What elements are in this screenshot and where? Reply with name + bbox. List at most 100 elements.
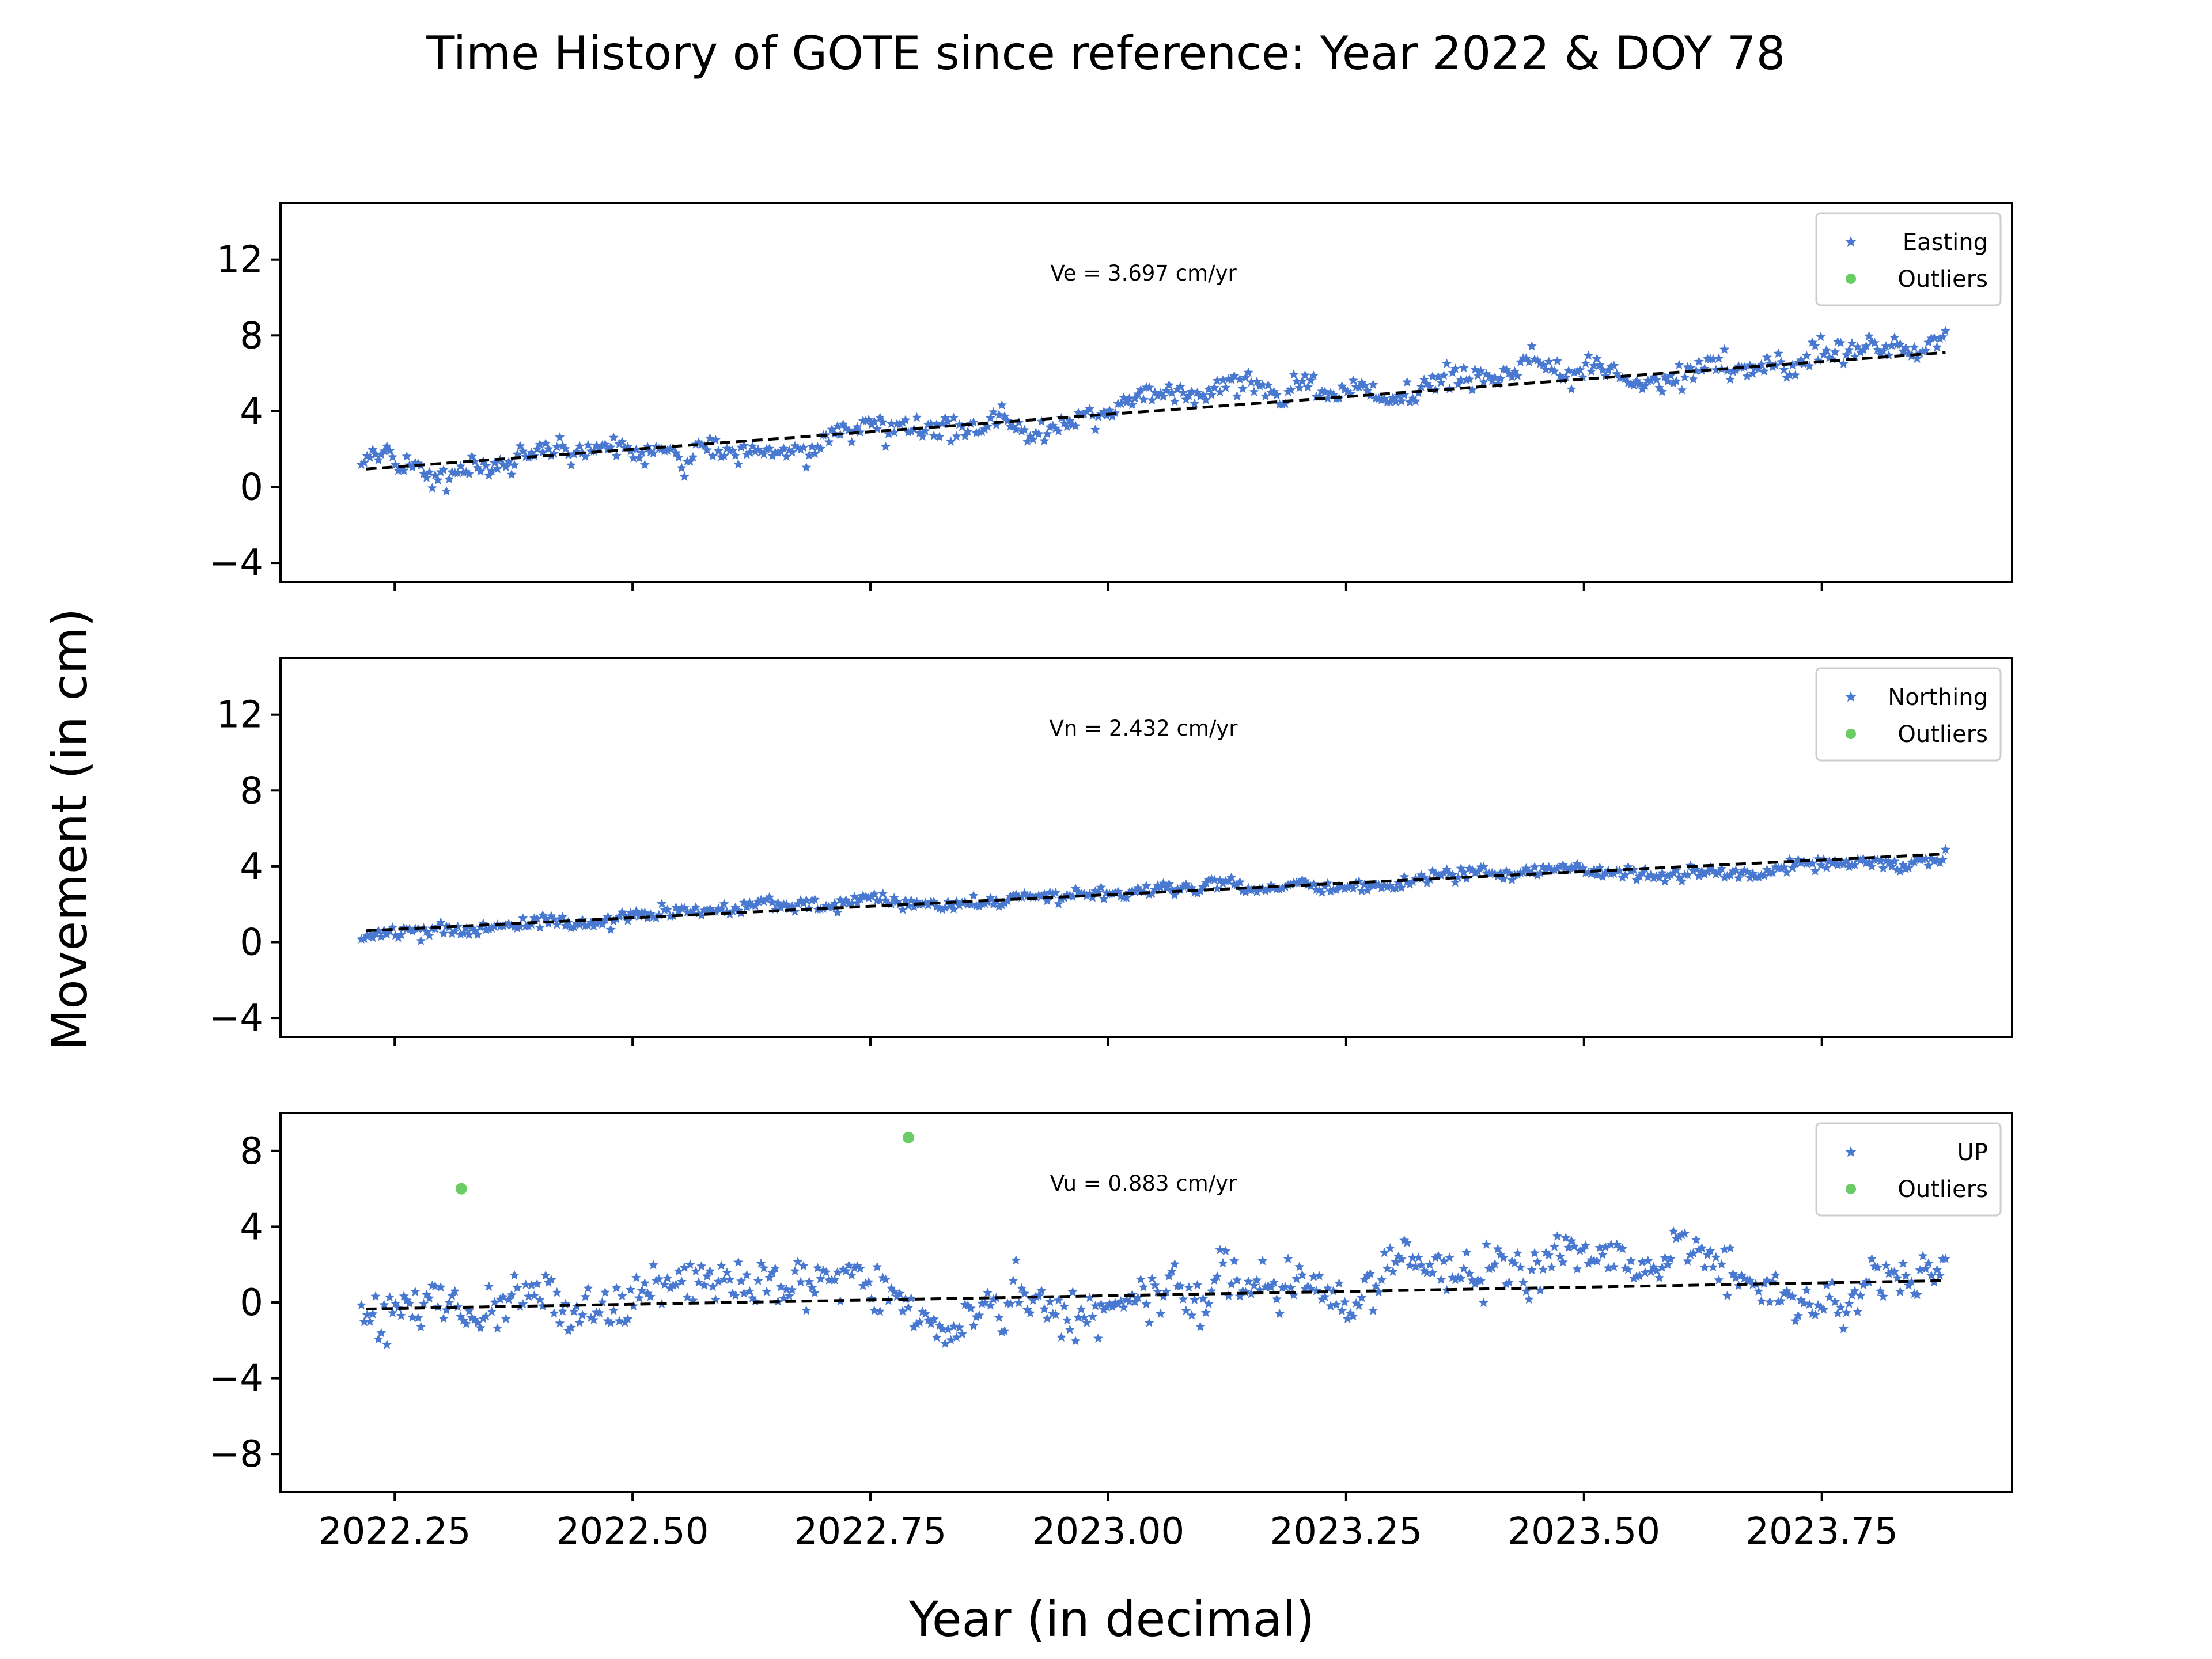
data-point	[1722, 870, 1733, 881]
data-point	[1348, 375, 1358, 385]
data-point	[1396, 396, 1407, 406]
data-point	[707, 450, 718, 461]
data-point	[983, 1287, 993, 1297]
data-point	[1912, 1289, 1922, 1300]
data-point	[574, 441, 585, 451]
velocity-annotation: Vn = 2.432 cm/yr	[1050, 716, 1238, 741]
data-point	[484, 1281, 494, 1291]
data-point	[798, 442, 809, 452]
data-point	[365, 452, 375, 462]
data-point	[1342, 882, 1353, 892]
data-point	[1260, 391, 1271, 401]
data-point	[1209, 382, 1219, 392]
data-point	[1555, 861, 1565, 872]
data-point	[775, 446, 786, 456]
data-point	[1830, 1297, 1840, 1306]
data-point	[1547, 1262, 1557, 1272]
data-point	[1073, 1312, 1084, 1322]
data-point	[1226, 374, 1237, 384]
data-point	[917, 431, 927, 441]
data-point	[566, 1322, 576, 1332]
data-point	[1014, 1298, 1024, 1308]
data-point	[537, 447, 548, 457]
x-tick-label: 2023.75	[1745, 1510, 1898, 1553]
data-point	[1405, 1260, 1415, 1270]
data-point	[1861, 341, 1872, 351]
data-point	[435, 467, 446, 476]
data-point	[569, 1306, 579, 1316]
data-point	[1317, 887, 1327, 897]
data-point	[1810, 866, 1820, 876]
data-point	[730, 1290, 741, 1300]
data-point	[1391, 883, 1401, 893]
data-point	[1181, 1305, 1191, 1315]
data-point	[1628, 865, 1639, 874]
data-point	[906, 426, 916, 436]
data-point	[926, 418, 936, 428]
data-point	[605, 1317, 616, 1328]
legend-marker-series	[1845, 1146, 1857, 1157]
data-point	[1921, 345, 1931, 355]
data-point	[710, 434, 721, 445]
data-point	[600, 1287, 610, 1297]
data-point	[1090, 425, 1101, 434]
data-point	[1376, 1275, 1387, 1285]
data-point	[1584, 350, 1594, 360]
data-point	[1051, 887, 1061, 897]
data-point	[957, 897, 967, 907]
data-point	[997, 1327, 1007, 1336]
data-point	[1280, 399, 1290, 408]
data-point	[628, 453, 639, 463]
data-point	[986, 412, 996, 423]
data-point	[393, 932, 403, 942]
data-point	[1626, 1256, 1636, 1266]
data-point	[407, 1312, 418, 1322]
data-point	[1855, 1290, 1866, 1300]
data-point	[1688, 1248, 1699, 1258]
data-point	[1124, 393, 1135, 403]
data-point	[852, 897, 862, 907]
data-point	[949, 904, 959, 914]
data-point	[1320, 387, 1330, 396]
data-point	[1756, 1296, 1767, 1306]
data-point	[1277, 883, 1287, 893]
data-point	[764, 892, 775, 902]
data-point	[1719, 872, 1730, 882]
data-point	[1504, 1277, 1514, 1287]
data-point	[1609, 1262, 1619, 1271]
data-point	[1903, 862, 1914, 873]
data-point	[387, 1308, 398, 1317]
data-point	[1921, 853, 1931, 863]
data-point	[1096, 882, 1106, 892]
data-point	[404, 1298, 415, 1308]
data-point	[1054, 426, 1064, 435]
data-point	[719, 450, 729, 461]
data-point	[1915, 348, 1925, 358]
data-point	[1711, 1252, 1721, 1262]
data-point	[583, 440, 593, 449]
data-point	[524, 921, 534, 931]
data-point	[863, 1277, 874, 1286]
data-point	[1866, 861, 1877, 871]
data-point	[1459, 363, 1469, 373]
data-point	[1323, 393, 1333, 403]
data-point	[903, 427, 914, 437]
axes-frame	[279, 657, 2013, 1038]
data-point	[569, 449, 579, 459]
data-point	[1821, 344, 1832, 355]
data-point	[1594, 862, 1605, 872]
data-point	[1620, 870, 1630, 880]
legend-label-outliers: Outliers	[1897, 1176, 1988, 1203]
data-point	[1618, 872, 1628, 882]
data-point	[359, 933, 369, 943]
data-point	[427, 483, 437, 493]
data-point	[679, 1262, 690, 1272]
data-point	[719, 899, 729, 908]
data-point	[937, 904, 948, 914]
data-point	[1785, 370, 1795, 380]
data-point	[1824, 1291, 1835, 1302]
data-point	[645, 1291, 656, 1301]
data-point	[1532, 870, 1543, 880]
data-point	[1478, 377, 1489, 387]
data-point	[1232, 391, 1243, 401]
